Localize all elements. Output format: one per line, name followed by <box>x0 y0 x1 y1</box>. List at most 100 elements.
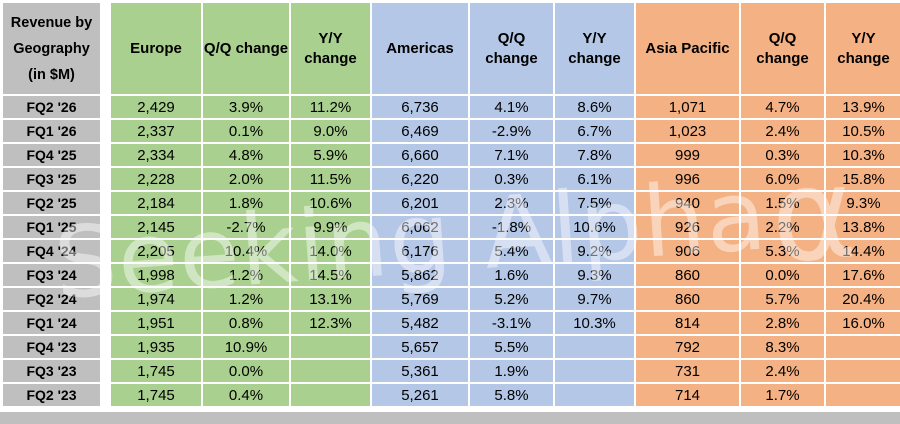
spacer-cell <box>100 310 111 336</box>
cell: 13.9% <box>824 94 900 120</box>
cell: 1.8% <box>201 190 291 216</box>
cell: 999 <box>634 142 741 168</box>
spacer-column <box>100 1 111 96</box>
cell: 10.9% <box>201 334 291 360</box>
spacer-cell <box>100 166 111 192</box>
cell: 10.5% <box>824 118 900 144</box>
spacer-cell <box>100 214 111 240</box>
cell: 1.2% <box>201 286 291 312</box>
cell: 0.3% <box>468 166 555 192</box>
cell: 2,228 <box>109 166 203 192</box>
cell: 5,482 <box>370 310 470 336</box>
cell: 9.3% <box>553 262 636 288</box>
cell: 2.0% <box>201 166 291 192</box>
cell: 0.1% <box>201 118 291 144</box>
cell: 1.5% <box>739 190 826 216</box>
col-header-asia-pacific-yy-change: Y/Y change <box>824 1 900 96</box>
table-row: FQ4 '23 1,935 10.9% 5,657 5.5% 792 8.3% <box>1 334 900 360</box>
corner-header-line: Revenue by <box>10 14 93 31</box>
cell: 5.7% <box>739 286 826 312</box>
cell: 1,023 <box>634 118 741 144</box>
row-label: FQ4 '25 <box>1 142 102 168</box>
row-label: FQ2 '26 <box>1 94 102 120</box>
cell: 9.2% <box>553 238 636 264</box>
col-header-americas: Americas <box>370 1 470 96</box>
table-row: FQ2 '25 2,184 1.8% 10.6% 6,201 2.3% 7.5% 940 1.5… <box>1 190 900 216</box>
cell: 1,071 <box>634 94 741 120</box>
cell: 5.3% <box>739 238 826 264</box>
spacer-cell <box>100 238 111 264</box>
cell: 10.6% <box>553 214 636 240</box>
cell: 7.8% <box>553 142 636 168</box>
table-row: FQ1 '24 1,951 0.8% 12.3% 5,482 -3.1% 10.3% 814 2… <box>1 310 900 336</box>
cell: 1,935 <box>109 334 203 360</box>
cell: 2.4% <box>739 118 826 144</box>
cell: 1.2% <box>201 262 291 288</box>
cell <box>553 334 636 360</box>
cell: 0.4% <box>201 382 291 408</box>
cell: 6,469 <box>370 118 470 144</box>
spacer-cell <box>100 118 111 144</box>
cell: 5,769 <box>370 286 470 312</box>
row-label: FQ2 '24 <box>1 286 102 312</box>
cell <box>553 382 636 408</box>
col-header-asia-pacific: Asia Pacific <box>634 1 741 96</box>
cell: 2.2% <box>739 214 826 240</box>
col-header-americas-yy-change: Y/Y change <box>553 1 636 96</box>
col-header-americas-qq-change: Q/Q change <box>468 1 555 96</box>
cell: 5.5% <box>468 334 555 360</box>
cell: 4.7% <box>739 94 826 120</box>
row-label: FQ3 '25 <box>1 166 102 192</box>
cell <box>289 334 372 360</box>
col-header-europe: Europe <box>109 1 203 96</box>
table-row: FQ4 '25 2,334 4.8% 5.9% 6,660 7.1% 7.8% 999 0.3%… <box>1 142 900 168</box>
cell: 2,184 <box>109 190 203 216</box>
cell: 10.3% <box>553 310 636 336</box>
cell: 1,745 <box>109 358 203 384</box>
spacer-cell <box>100 94 111 120</box>
spacer-cell <box>100 334 111 360</box>
cell: 6,660 <box>370 142 470 168</box>
cell: -3.1% <box>468 310 555 336</box>
spacer-cell <box>100 382 111 408</box>
row-label: FQ3 '24 <box>1 262 102 288</box>
cell: 10.6% <box>289 190 372 216</box>
spacer-cell <box>100 142 111 168</box>
cell: 0.0% <box>201 358 291 384</box>
cell: 792 <box>634 334 741 360</box>
cell: 8.3% <box>739 334 826 360</box>
cell: 6,176 <box>370 238 470 264</box>
cell: -2.7% <box>201 214 291 240</box>
cell: 6.1% <box>553 166 636 192</box>
row-label: FQ1 '25 <box>1 214 102 240</box>
cell: 6,201 <box>370 190 470 216</box>
cell: 6.0% <box>739 166 826 192</box>
cell: 2.4% <box>739 358 826 384</box>
cell: 5.2% <box>468 286 555 312</box>
cell: 14.4% <box>824 238 900 264</box>
cell: 5,862 <box>370 262 470 288</box>
spacer-cell <box>100 286 111 312</box>
cell: 5.9% <box>289 142 372 168</box>
revenue-by-geography-table: Revenue by Geography (in $M) Europe Q/Q … <box>1 1 900 408</box>
row-label: FQ1 '26 <box>1 118 102 144</box>
row-label: FQ2 '23 <box>1 382 102 408</box>
cell <box>824 382 900 408</box>
cell: 7.5% <box>553 190 636 216</box>
cell <box>824 334 900 360</box>
cell: 10.4% <box>201 238 291 264</box>
table-row: FQ4 '24 2,205 10.4% 14.0% 6,176 5.4% 9.2% 906 5.… <box>1 238 900 264</box>
corner-header: Revenue by Geography (in $M) <box>1 1 102 96</box>
cell: 13.1% <box>289 286 372 312</box>
cell <box>824 358 900 384</box>
cell: 13.8% <box>824 214 900 240</box>
cell: 1.9% <box>468 358 555 384</box>
cell: 996 <box>634 166 741 192</box>
col-header-europe-yy-change: Y/Y change <box>289 1 372 96</box>
cell: 0.8% <box>201 310 291 336</box>
table-row: FQ3 '23 1,745 0.0% 5,361 1.9% 731 2.4% <box>1 358 900 384</box>
table-row: FQ1 '26 2,337 0.1% 9.0% 6,469 -2.9% 6.7% 1,023 2… <box>1 118 900 144</box>
cell: 3.9% <box>201 94 291 120</box>
cell: 16.0% <box>824 310 900 336</box>
spacer-cell <box>100 262 111 288</box>
